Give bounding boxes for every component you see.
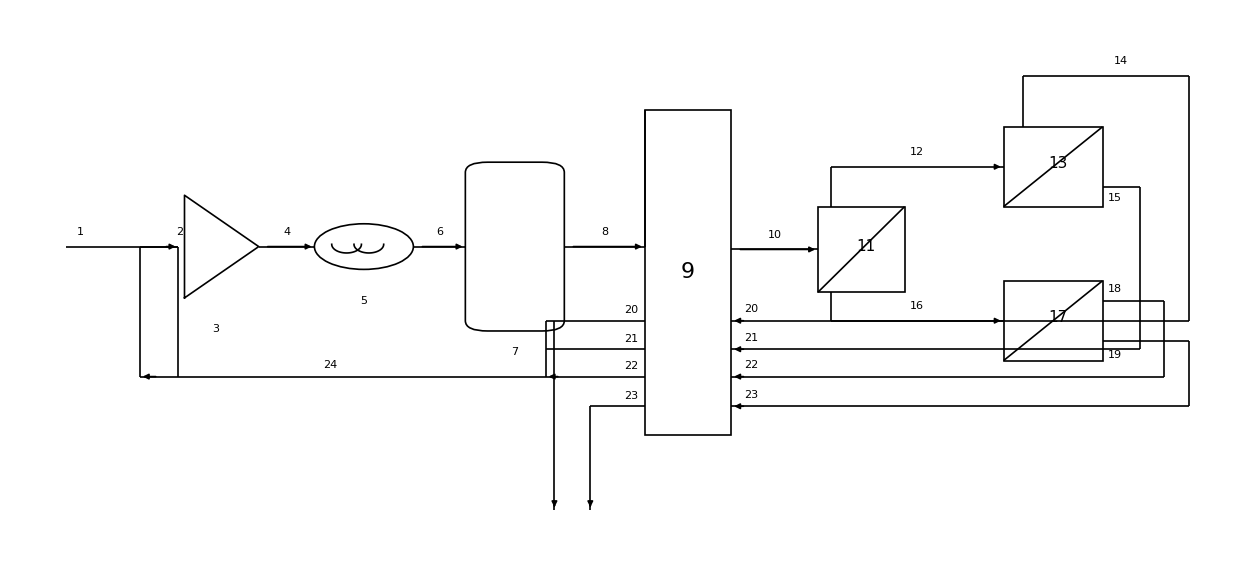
Text: 23: 23 (625, 391, 639, 401)
Text: 17: 17 (1048, 311, 1068, 325)
Text: 13: 13 (1048, 156, 1068, 171)
Text: 12: 12 (910, 147, 924, 158)
Bar (818, 207, 904, 292)
Text: 22: 22 (624, 362, 639, 371)
Text: 7: 7 (511, 347, 518, 357)
Text: 15: 15 (1107, 193, 1122, 203)
Text: 5: 5 (361, 296, 367, 306)
Text: 11: 11 (857, 239, 875, 254)
Bar (645, 110, 732, 435)
Text: 9: 9 (681, 262, 696, 282)
Text: 16: 16 (910, 301, 924, 312)
Text: 23: 23 (744, 390, 758, 400)
Text: 8: 8 (601, 227, 608, 237)
Text: 14: 14 (1114, 56, 1128, 66)
Bar (1003, 127, 1102, 207)
Text: 4: 4 (283, 227, 290, 237)
Text: 19: 19 (1107, 350, 1122, 360)
Text: 21: 21 (625, 334, 639, 344)
Text: 20: 20 (744, 304, 758, 315)
Text: 3: 3 (212, 324, 219, 334)
Text: 18: 18 (1107, 284, 1122, 295)
Text: 10: 10 (768, 230, 781, 240)
Text: 2: 2 (176, 227, 184, 237)
Text: 6: 6 (436, 227, 443, 237)
Text: 22: 22 (744, 360, 758, 370)
Text: 1: 1 (77, 227, 84, 237)
Text: 24: 24 (324, 360, 337, 370)
Text: 20: 20 (625, 305, 639, 316)
Bar (1003, 281, 1102, 360)
Text: 21: 21 (744, 333, 758, 343)
